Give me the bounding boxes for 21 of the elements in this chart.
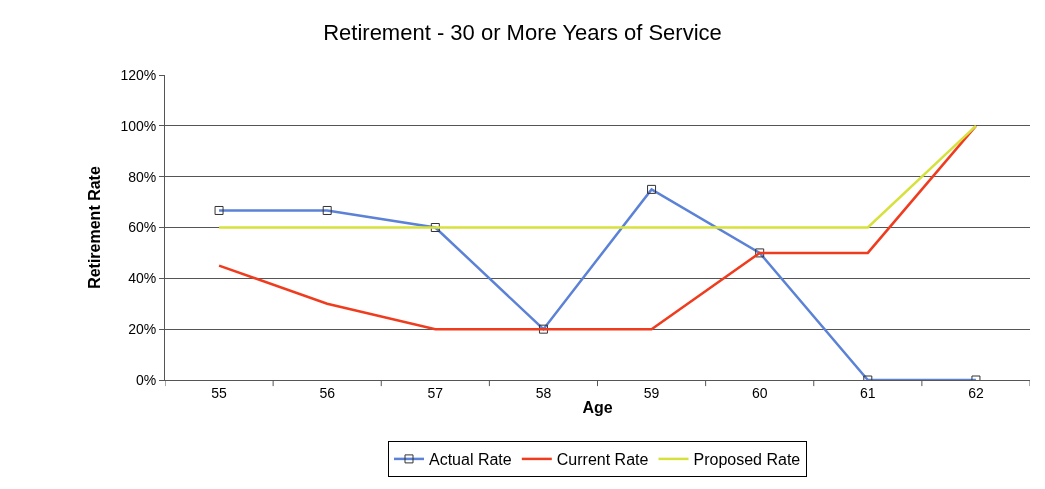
x-tick-label: 59 (643, 384, 660, 401)
x-tick-label: 62 (968, 384, 984, 401)
x-tick-label: 61 (860, 384, 876, 401)
y-tick-label: 60% (128, 219, 157, 236)
y-tick-label: 120% (120, 66, 157, 83)
x-tick-label: 57 (427, 384, 444, 401)
legend-label: Proposed Rate (693, 451, 801, 469)
y-tick-label: 80% (128, 168, 157, 185)
x-tick-label: 56 (319, 384, 336, 401)
x-tick-label: 58 (535, 384, 552, 401)
y-tick-label: 40% (128, 270, 157, 287)
legend-label: Current Rate (556, 451, 649, 469)
y-tick-label: 0% (135, 371, 157, 388)
y-tick-label: 20% (128, 321, 157, 338)
y-axis-title: Retirement Rate (86, 166, 104, 289)
x-tick-label: 55 (211, 384, 228, 401)
y-tick-label: 100% (120, 117, 157, 134)
x-axis-title: Age (582, 399, 613, 417)
x-tick-label: 60 (751, 384, 768, 401)
legend-label: Actual Rate (429, 451, 512, 469)
chart-title: Retirement - 30 or More Years of Service (323, 19, 722, 45)
